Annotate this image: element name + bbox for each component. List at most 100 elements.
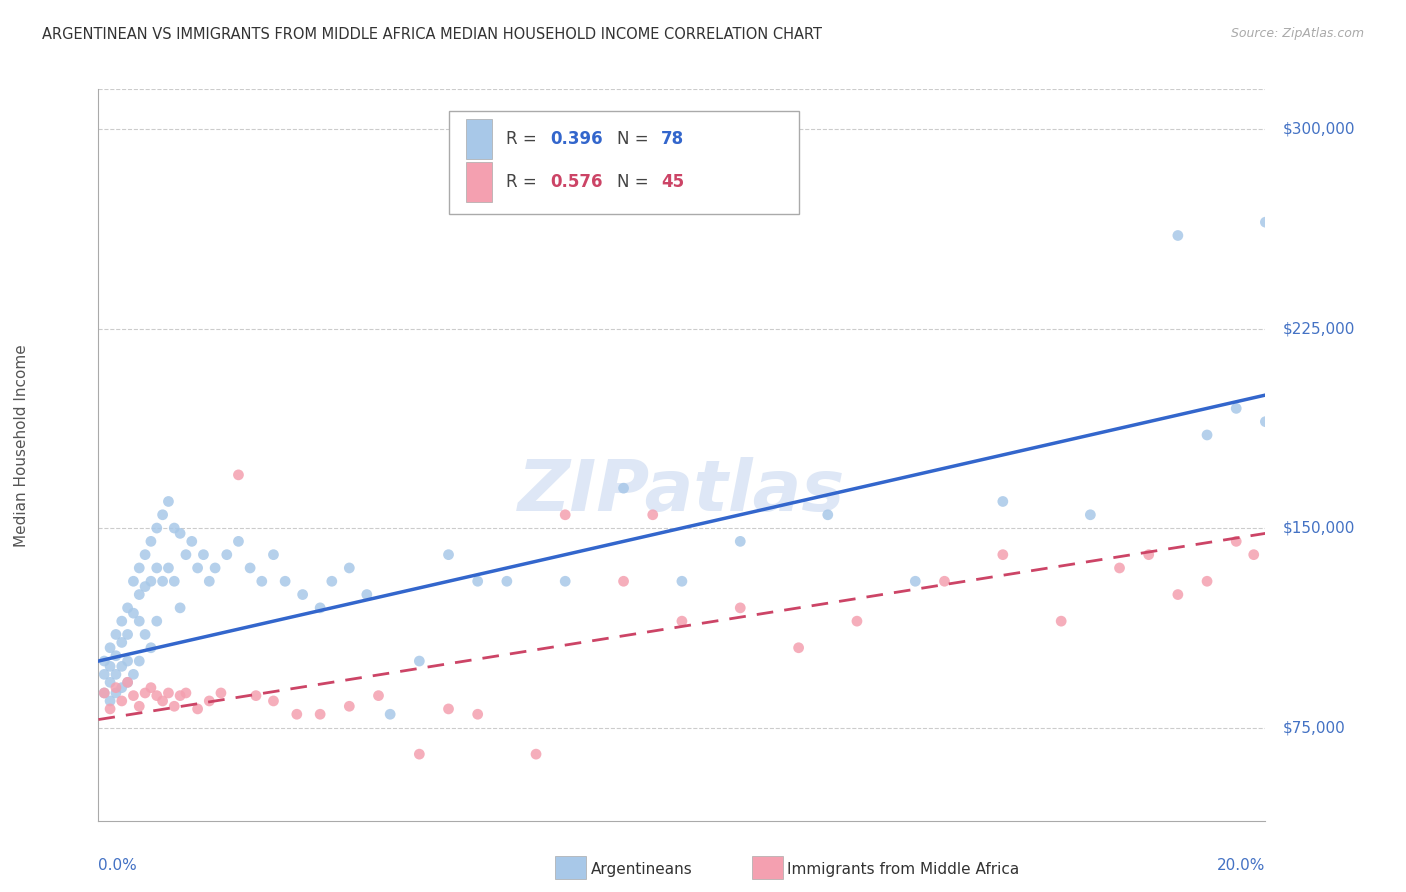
- Point: [934, 574, 956, 589]
- Point: [122, 574, 145, 589]
- Text: 78: 78: [661, 130, 685, 148]
- Text: 45: 45: [661, 173, 685, 191]
- Point: [117, 600, 139, 615]
- Point: [139, 574, 162, 589]
- Point: [157, 494, 180, 508]
- Bar: [465, 162, 492, 202]
- Point: [163, 521, 186, 535]
- Point: [495, 574, 517, 589]
- Point: [163, 699, 186, 714]
- Point: [209, 686, 232, 700]
- Point: [1225, 534, 1247, 549]
- Point: [291, 588, 314, 602]
- Point: [169, 600, 191, 615]
- Point: [157, 686, 180, 700]
- Point: [262, 548, 284, 562]
- Point: [104, 686, 127, 700]
- Point: [139, 534, 162, 549]
- Point: [98, 702, 121, 716]
- Point: [128, 614, 150, 628]
- Point: [174, 686, 197, 700]
- Point: [1137, 548, 1160, 562]
- Point: [228, 467, 250, 482]
- Point: [1167, 228, 1189, 243]
- Point: [169, 689, 191, 703]
- Text: Median Household Income: Median Household Income: [14, 344, 28, 548]
- Text: Argentineans: Argentineans: [591, 863, 692, 877]
- Point: [524, 747, 547, 761]
- Point: [117, 627, 139, 641]
- Point: [122, 667, 145, 681]
- Point: [111, 681, 134, 695]
- Point: [93, 686, 115, 700]
- Text: Immigrants from Middle Africa: Immigrants from Middle Africa: [787, 863, 1019, 877]
- Point: [93, 686, 115, 700]
- Point: [554, 508, 576, 522]
- Point: [437, 548, 460, 562]
- Point: [845, 614, 868, 628]
- Point: [1167, 588, 1189, 602]
- Point: [104, 681, 127, 695]
- Point: [904, 574, 927, 589]
- Point: [134, 580, 156, 594]
- Point: [198, 574, 221, 589]
- Point: [228, 534, 250, 549]
- Point: [128, 654, 150, 668]
- Point: [1195, 574, 1218, 589]
- Point: [309, 707, 332, 722]
- Point: [612, 574, 634, 589]
- Point: [239, 561, 262, 575]
- Point: [122, 689, 145, 703]
- Point: [408, 747, 430, 761]
- Point: [152, 574, 174, 589]
- Point: [152, 508, 174, 522]
- Point: [671, 614, 693, 628]
- Point: [139, 640, 162, 655]
- Point: [817, 508, 839, 522]
- Text: ARGENTINEAN VS IMMIGRANTS FROM MIDDLE AFRICA MEDIAN HOUSEHOLD INCOME CORRELATION: ARGENTINEAN VS IMMIGRANTS FROM MIDDLE AF…: [42, 27, 823, 42]
- Point: [367, 689, 389, 703]
- Point: [111, 659, 134, 673]
- Text: 20.0%: 20.0%: [1218, 858, 1265, 873]
- Point: [245, 689, 267, 703]
- Point: [728, 534, 751, 549]
- Point: [274, 574, 297, 589]
- Point: [111, 694, 134, 708]
- Point: [1254, 415, 1277, 429]
- Point: [262, 694, 284, 708]
- Point: [408, 654, 430, 668]
- Point: [641, 508, 664, 522]
- Point: [991, 494, 1014, 508]
- Point: [98, 640, 121, 655]
- Text: $300,000: $300,000: [1282, 121, 1355, 136]
- Point: [671, 574, 693, 589]
- Bar: [465, 119, 492, 159]
- Point: [117, 654, 139, 668]
- Text: $75,000: $75,000: [1282, 720, 1346, 735]
- Point: [139, 681, 162, 695]
- Point: [157, 561, 180, 575]
- Point: [467, 707, 489, 722]
- Point: [134, 627, 156, 641]
- Point: [117, 675, 139, 690]
- Text: Source: ZipAtlas.com: Source: ZipAtlas.com: [1230, 27, 1364, 40]
- Text: $150,000: $150,000: [1282, 521, 1355, 535]
- Text: R =: R =: [506, 173, 541, 191]
- Point: [554, 574, 576, 589]
- Point: [98, 694, 121, 708]
- Point: [169, 526, 191, 541]
- Point: [1225, 401, 1247, 416]
- Point: [134, 686, 156, 700]
- Point: [437, 702, 460, 716]
- Point: [174, 548, 197, 562]
- Point: [128, 561, 150, 575]
- Point: [98, 659, 121, 673]
- Text: 0.576: 0.576: [550, 173, 603, 191]
- Point: [146, 689, 169, 703]
- Point: [104, 648, 127, 663]
- Point: [1050, 614, 1073, 628]
- Point: [356, 588, 378, 602]
- Point: [187, 561, 209, 575]
- Point: [117, 675, 139, 690]
- Point: [128, 699, 150, 714]
